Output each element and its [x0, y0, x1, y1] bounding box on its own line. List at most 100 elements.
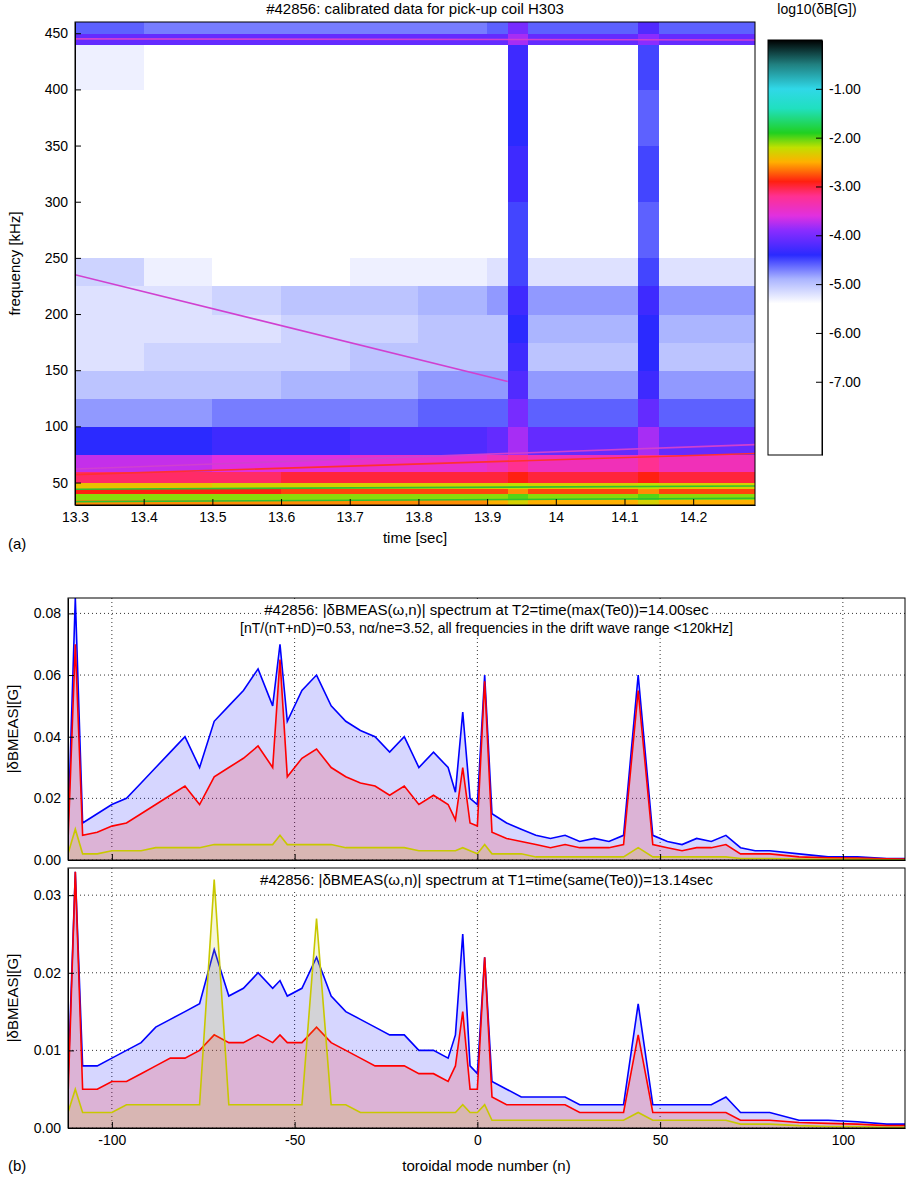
- tick: 13.6: [268, 499, 295, 525]
- tick: -6.00: [816, 325, 861, 341]
- tick-mark: [68, 613, 74, 614]
- axis-line: [822, 41, 823, 456]
- tick-mark: [843, 1122, 844, 1128]
- left-axis: 0.000.020.040.060.08: [34, 599, 74, 868]
- cell: [212, 286, 281, 315]
- cell: [144, 22, 213, 34]
- cell: [418, 44, 487, 89]
- cell: [350, 258, 419, 287]
- tick-label: 0.08: [34, 605, 61, 621]
- mode-line: [75, 498, 755, 501]
- series-line: [68, 880, 905, 1128]
- cell: [487, 342, 508, 371]
- colorbar-title: log10(δB[G]): [777, 1, 856, 17]
- heatmap-panel: 13.313.413.513.613.713.813.91414.114.250…: [6, 0, 861, 552]
- cell: [638, 398, 659, 427]
- tick-mark: [112, 854, 113, 860]
- tick-label: 13.5: [199, 509, 226, 525]
- cell: [281, 258, 350, 287]
- cell: [212, 494, 281, 500]
- tick: 0.03: [34, 887, 74, 903]
- tick: 14: [549, 499, 565, 525]
- cell: [508, 89, 529, 146]
- cell: [638, 471, 659, 483]
- cell: [212, 89, 281, 146]
- axis-line: [69, 1128, 906, 1129]
- tick-mark: [68, 973, 74, 974]
- grid-line: [842, 598, 843, 860]
- tick-label: -50: [285, 1132, 305, 1148]
- cell: [659, 258, 755, 287]
- cell: [659, 370, 755, 399]
- tick-mark: [75, 202, 81, 203]
- cell: [487, 44, 508, 89]
- cell: [212, 370, 281, 399]
- y-axis-title: frequency [kHz]: [6, 211, 23, 315]
- cell: [659, 22, 755, 34]
- text-patch: [237, 619, 736, 637]
- line-panel: 0.000.020.040.060.08#42856: |δBMEAS(ω,n)…: [4, 598, 906, 868]
- tick-label: 0: [474, 1132, 482, 1148]
- tick: 13.8: [405, 499, 432, 525]
- cell: [659, 426, 755, 455]
- tick-label: -6.00: [829, 325, 861, 341]
- cell: [350, 494, 419, 500]
- cell: [487, 202, 508, 259]
- tick-mark: [68, 798, 74, 799]
- tick-mark: [843, 854, 844, 860]
- cell: [508, 488, 529, 494]
- cell: [508, 22, 529, 34]
- cell: [212, 426, 281, 455]
- axis-line: [68, 599, 69, 861]
- tick: -4.00: [816, 227, 861, 243]
- title: #42856: |δBMEAS(ω,n)| spectrum at T1=tim…: [260, 871, 713, 888]
- cell: [75, 314, 144, 343]
- tick: 0.00: [34, 852, 74, 868]
- tick-mark: [75, 146, 81, 147]
- cell: [659, 342, 755, 371]
- tick: [843, 854, 844, 860]
- cell: [212, 44, 281, 89]
- tick-mark: [660, 854, 661, 860]
- cell: [528, 471, 638, 483]
- tick: 100: [832, 1122, 856, 1148]
- cell: [638, 146, 659, 203]
- cell: [144, 314, 213, 343]
- cell: [528, 499, 638, 505]
- cell: [281, 494, 350, 500]
- cell: [638, 89, 659, 146]
- tick-label: 400: [45, 81, 69, 97]
- tick-label: 0.01: [34, 1042, 61, 1058]
- cell: [75, 483, 144, 489]
- tick-mark: [350, 499, 351, 505]
- tick-mark: [295, 1122, 296, 1128]
- left-axis: 0.000.010.020.03: [34, 869, 74, 1136]
- cell: [487, 370, 508, 399]
- cell: [350, 89, 419, 146]
- series-area: [68, 872, 905, 1128]
- cell: [418, 89, 487, 146]
- colorbar-ramp: [768, 40, 822, 455]
- tick-mark: [68, 1050, 74, 1051]
- cell: [75, 22, 144, 34]
- tick: -5.00: [816, 276, 861, 292]
- tick-label: 250: [45, 250, 69, 266]
- panel-label: (b): [8, 1157, 26, 1174]
- cell: [418, 488, 487, 494]
- grid: [68, 868, 905, 1128]
- cell: [350, 286, 419, 315]
- cell: [75, 286, 144, 315]
- tick-mark: [660, 1122, 661, 1128]
- cell: [212, 398, 281, 427]
- series-area: [68, 598, 905, 860]
- series-area: [68, 880, 905, 1128]
- line-panel: -100-500501000.000.010.020.03#42856: |δB…: [4, 868, 906, 1174]
- cell: [281, 202, 350, 259]
- tick-label: -3.00: [829, 178, 861, 194]
- cell: [638, 286, 659, 315]
- tick-label: 300: [45, 194, 69, 210]
- bottom-axis: 13.313.413.513.613.713.813.91414.114.2: [62, 499, 756, 525]
- cell: [508, 426, 529, 455]
- bottom-axis: [69, 854, 906, 861]
- tick-mark: [816, 333, 822, 334]
